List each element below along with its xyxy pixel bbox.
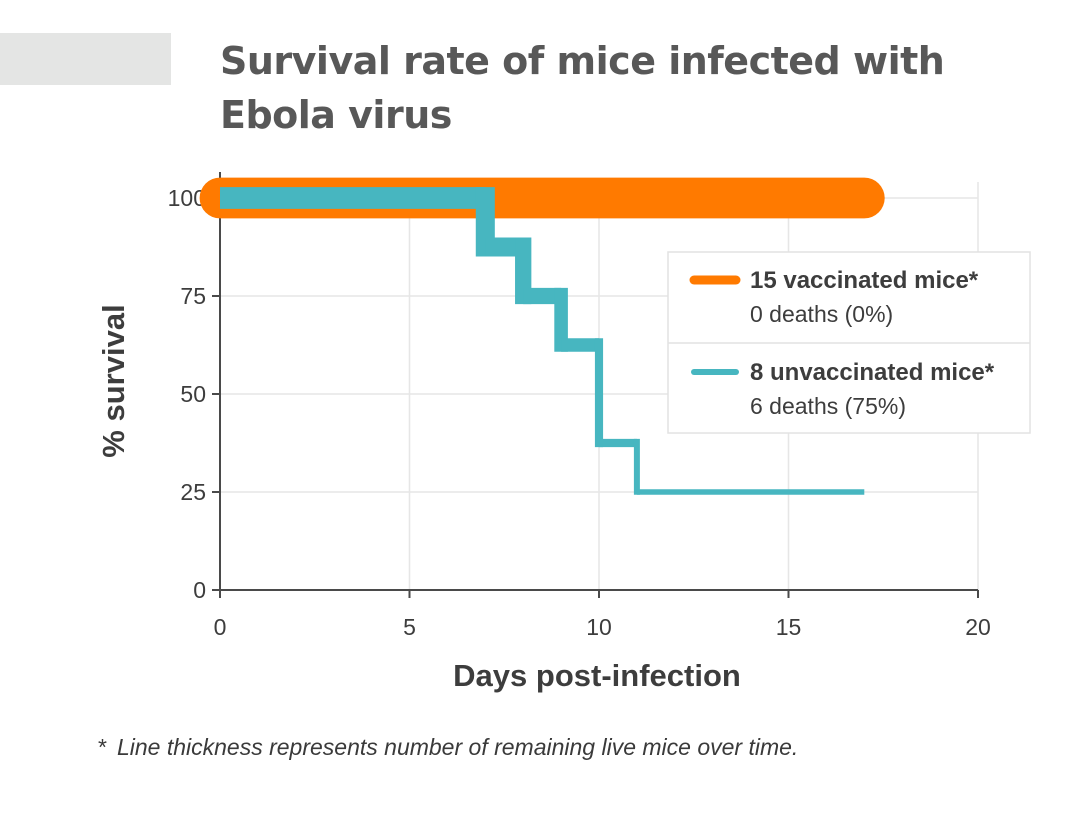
vaccinated-legend-subtitle: 0 deaths (0%) [750, 301, 893, 327]
unvaccinated-legend-subtitle: 6 deaths (75%) [750, 393, 906, 419]
y-axis-title: % survival [96, 304, 131, 457]
x-tick-label: 10 [586, 614, 612, 640]
x-tick-label: 20 [965, 614, 991, 640]
x-axis-title: Days post-infection [453, 658, 741, 693]
y-tick-label: 25 [180, 479, 206, 505]
footnote: * Line thickness represents number of rem… [98, 734, 798, 761]
header-accent-tab [0, 33, 171, 85]
x-tick-label: 5 [403, 614, 416, 640]
x-tick-label: 0 [214, 614, 227, 640]
unvaccinated-legend-label: 8 unvaccinated mice* [750, 359, 995, 386]
y-tick-label: 50 [180, 381, 206, 407]
chart-title: Survival rate of mice infected with Ebol… [220, 39, 945, 137]
y-tick-label: 0 [193, 577, 206, 603]
x-tick-label: 15 [776, 614, 802, 640]
footnote-text: Line thickness represents number of rema… [116, 734, 799, 760]
y-tick-label: 75 [180, 283, 206, 309]
vaccinated-legend-label: 15 vaccinated mice* [750, 267, 979, 294]
footnote-marker: * [98, 734, 107, 760]
